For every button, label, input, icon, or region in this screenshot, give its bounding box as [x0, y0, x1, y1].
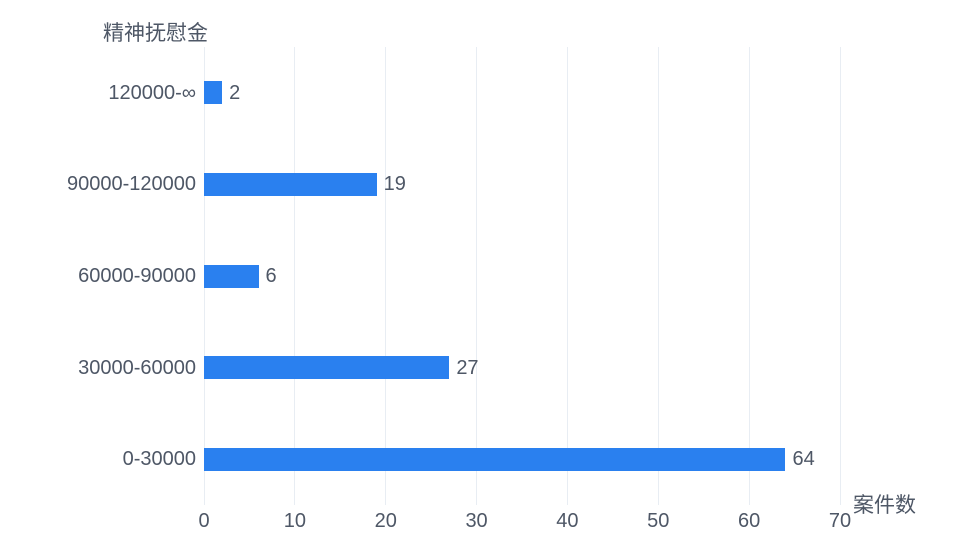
- gridline: [748, 47, 750, 505]
- category-label: 30000-60000: [78, 356, 196, 379]
- category-label: 0-30000: [122, 448, 196, 471]
- bar[interactable]: [204, 356, 450, 380]
- bar[interactable]: [204, 81, 223, 105]
- bar[interactable]: [204, 172, 377, 196]
- x-tick-label: 50: [647, 510, 670, 532]
- gridline: [657, 47, 659, 505]
- gridline: [566, 47, 568, 505]
- gridline: [294, 47, 296, 505]
- gridline: [476, 47, 478, 505]
- value-label: 6: [265, 265, 277, 287]
- bar[interactable]: [204, 264, 259, 288]
- value-label: 27: [456, 356, 479, 379]
- bar[interactable]: [204, 447, 786, 471]
- category-label: 60000-90000: [78, 265, 196, 287]
- x-tick-label: 40: [556, 510, 579, 532]
- gridline: [385, 47, 387, 505]
- y-axis-title: 精神抚慰金: [103, 22, 208, 45]
- x-axis-title: 案件数: [853, 494, 916, 517]
- x-tick-label: 30: [465, 510, 488, 532]
- gridline: [839, 47, 841, 505]
- value-label: 64: [792, 448, 815, 471]
- value-label: 2: [229, 81, 241, 104]
- x-tick-label: 0: [198, 510, 210, 532]
- x-tick-label: 60: [738, 510, 761, 532]
- category-label: 120000-∞: [108, 81, 196, 104]
- value-label: 19: [383, 173, 406, 196]
- x-tick-label: 20: [374, 510, 397, 532]
- x-tick-label: 70: [828, 510, 852, 532]
- x-tick-label: 10: [283, 510, 306, 532]
- category-label: 90000-120000: [66, 173, 196, 196]
